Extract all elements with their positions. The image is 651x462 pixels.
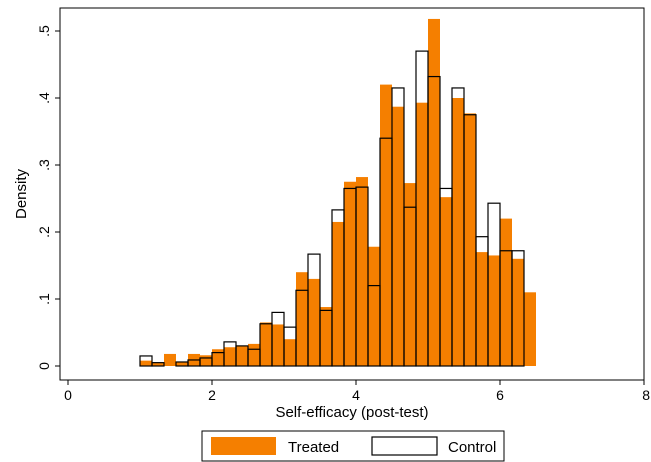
treated-bar [152, 362, 164, 366]
x-axis-title: Self-efficacy (post-test) [275, 404, 428, 421]
treated-bar [248, 343, 260, 366]
treated-bar [140, 360, 152, 366]
y-axis-title: Density [13, 168, 30, 219]
treated-bar [284, 339, 296, 366]
treated-bar [224, 347, 236, 366]
y-tick-label: .1 [36, 293, 52, 305]
x-tick-label: 2 [208, 387, 216, 403]
treated-bar [428, 18, 440, 366]
treated-bar [512, 258, 524, 366]
legend-label-treated: Treated [288, 439, 339, 456]
treated-bar [488, 255, 500, 366]
treated-bar [308, 278, 320, 366]
treated-bar [332, 221, 344, 366]
y-tick-label: 0 [36, 362, 52, 370]
treated-bar [164, 353, 176, 366]
treated-bar [200, 355, 212, 366]
y-tick-label: .4 [36, 92, 52, 104]
treated-bar [452, 98, 464, 366]
axes: 0 .1 .2 .3 .4 .5 0 2 4 6 8 [36, 7, 650, 403]
treated-bar [260, 322, 272, 366]
control-bar [511, 250, 525, 367]
legend-swatch-treated [211, 437, 276, 455]
treated-bar [176, 361, 188, 366]
treated-bar [464, 113, 476, 366]
control-bar [139, 355, 153, 367]
treated-bar [320, 307, 332, 366]
treated-bar [500, 218, 512, 366]
series-treated [140, 18, 536, 367]
x-tick-label: 4 [352, 387, 360, 403]
treated-bar [524, 292, 536, 366]
treated-bar [392, 106, 404, 367]
legend-swatch-control [371, 436, 438, 456]
x-tick-label: 8 [642, 387, 650, 403]
treated-bar [476, 252, 488, 366]
legend: Treated Control [201, 430, 505, 462]
plot-bars [139, 18, 536, 367]
treated-bar [212, 349, 224, 366]
treated-bar [236, 345, 248, 366]
legend-label-control: Control [448, 439, 496, 456]
treated-bar [296, 272, 308, 366]
treated-bar [404, 183, 416, 366]
treated-bar [380, 84, 392, 366]
x-tick-label: 0 [64, 387, 72, 403]
control-bar [355, 186, 369, 367]
control-bar [151, 362, 165, 367]
y-tick-label: .5 [36, 25, 52, 37]
plot-frame [59, 7, 645, 381]
y-tick-label: .2 [36, 226, 52, 238]
treated-bar [356, 177, 368, 366]
y-tick-label: .3 [36, 159, 52, 171]
treated-bar [440, 197, 452, 366]
x-tick-label: 6 [496, 387, 504, 403]
treated-bar [416, 102, 428, 366]
treated-bar [368, 246, 380, 366]
treated-bar [272, 324, 284, 366]
series-control [139, 50, 525, 367]
treated-bar [344, 181, 356, 366]
